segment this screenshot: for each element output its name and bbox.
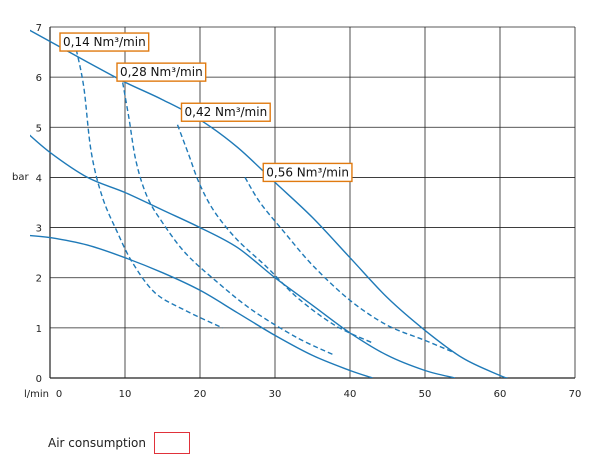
y-tick-label: 1	[36, 324, 42, 335]
y-tick-label: 5	[36, 123, 42, 134]
x-tick-label: 40	[344, 389, 357, 400]
curve-label-text: 0,42 Nm³/min	[185, 105, 268, 119]
dashed-curve-4	[75, 49, 223, 329]
y-axis-title: bar	[12, 172, 29, 183]
dashed-curve-6	[176, 124, 373, 344]
dashed-curve-7	[244, 177, 456, 354]
curve-label-box	[180, 102, 271, 122]
y-tick-label: 4	[36, 173, 42, 184]
x-tick-label: 0	[56, 389, 62, 400]
x-tick-label: 50	[419, 389, 432, 400]
curve-label-2: 0,28 Nm³/min	[116, 62, 207, 82]
legend-swatch	[154, 432, 190, 454]
x-axis-title: l/min	[24, 389, 49, 400]
x-tick-label: 70	[569, 389, 582, 400]
solid-curve-1	[30, 234, 373, 378]
curve-label-3: 0,42 Nm³/min	[180, 102, 271, 122]
x-tick-label: 30	[269, 389, 282, 400]
curves	[30, 29, 508, 378]
x-tick-label: 10	[119, 389, 132, 400]
curve-label-text: 0,56 Nm³/min	[266, 165, 349, 179]
y-tick-label: 6	[36, 73, 42, 84]
curve-label-1: 0,14 Nm³/min	[59, 32, 150, 52]
y-tick-label: 3	[36, 224, 42, 235]
solid-curve-3	[30, 29, 508, 378]
x-tick-label: 60	[494, 389, 507, 400]
curve-label-4: 0,56 Nm³/min	[262, 162, 353, 183]
y-tick-label: 2	[36, 274, 42, 285]
legend: Air consumption	[48, 432, 190, 454]
y-tick-label: 0	[36, 374, 42, 385]
y-tick-label: 7	[36, 23, 42, 34]
curve-label-text: 0,28 Nm³/min	[120, 65, 203, 79]
curve-label-box	[116, 62, 207, 82]
curve-label-box	[59, 32, 150, 52]
legend-label: Air consumption	[48, 436, 146, 450]
grid	[50, 26, 576, 378]
solid-curve-2	[30, 134, 456, 378]
curve-label-text: 0,14 Nm³/min	[63, 35, 146, 49]
dashed-curve-5	[120, 74, 336, 357]
x-tick-label: 20	[194, 389, 207, 400]
curve-label-box	[262, 162, 353, 183]
